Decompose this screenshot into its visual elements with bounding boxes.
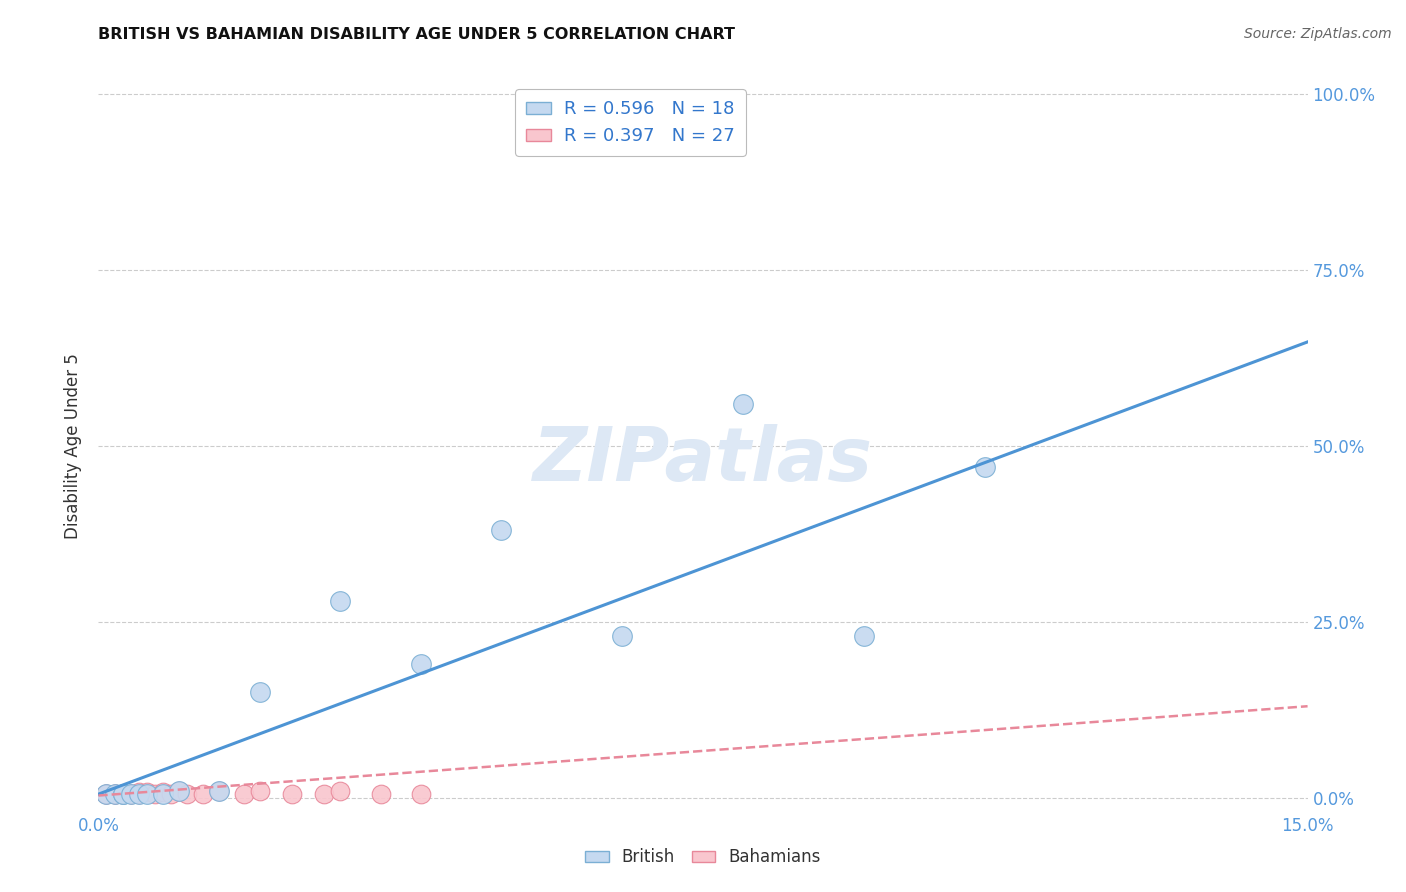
Legend: British, Bahamians: British, Bahamians bbox=[578, 841, 828, 873]
Point bbox=[409, 657, 432, 671]
Point bbox=[128, 787, 150, 801]
Text: Source: ZipAtlas.com: Source: ZipAtlas.com bbox=[1244, 27, 1392, 41]
Point bbox=[135, 787, 157, 801]
Point bbox=[160, 787, 183, 801]
Point bbox=[152, 787, 174, 801]
Point bbox=[96, 787, 118, 801]
Point bbox=[143, 787, 166, 801]
Point bbox=[120, 787, 142, 801]
Point bbox=[612, 629, 634, 643]
Point bbox=[193, 787, 215, 801]
Point bbox=[208, 783, 231, 797]
Point bbox=[111, 787, 134, 801]
Point bbox=[128, 785, 150, 799]
Point bbox=[733, 397, 755, 411]
Point bbox=[103, 787, 125, 801]
Point bbox=[491, 524, 513, 538]
Point bbox=[111, 787, 134, 801]
Point bbox=[329, 593, 352, 607]
Point bbox=[103, 787, 125, 801]
Y-axis label: Disability Age Under 5: Disability Age Under 5 bbox=[65, 353, 83, 539]
Point bbox=[167, 783, 190, 797]
Point bbox=[96, 787, 118, 801]
Point bbox=[974, 460, 997, 475]
Point bbox=[249, 685, 271, 699]
Point bbox=[120, 787, 142, 801]
Point bbox=[111, 787, 134, 801]
Point bbox=[103, 787, 125, 801]
Point bbox=[232, 787, 254, 801]
Point bbox=[176, 787, 198, 801]
Point bbox=[281, 787, 304, 801]
Point bbox=[103, 787, 125, 801]
Point bbox=[96, 787, 118, 801]
Point bbox=[111, 787, 134, 801]
Point bbox=[314, 787, 336, 801]
Point bbox=[249, 783, 271, 797]
Point bbox=[152, 785, 174, 799]
Point bbox=[329, 783, 352, 797]
Point bbox=[409, 787, 432, 801]
Text: ZIPatlas: ZIPatlas bbox=[533, 424, 873, 497]
Point bbox=[96, 787, 118, 801]
Point bbox=[370, 787, 392, 801]
Point bbox=[853, 629, 876, 643]
Point bbox=[128, 787, 150, 801]
Point bbox=[135, 785, 157, 799]
Text: BRITISH VS BAHAMIAN DISABILITY AGE UNDER 5 CORRELATION CHART: BRITISH VS BAHAMIAN DISABILITY AGE UNDER… bbox=[98, 27, 735, 42]
Point bbox=[167, 783, 190, 797]
Point bbox=[208, 783, 231, 797]
Point bbox=[120, 787, 142, 801]
